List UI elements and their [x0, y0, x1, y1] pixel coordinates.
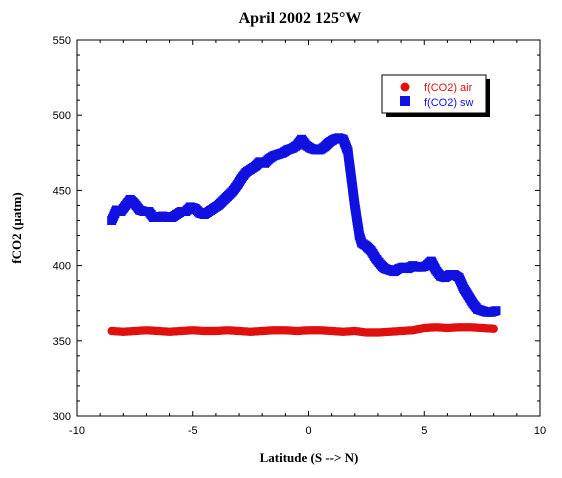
y-tick-label: 550 — [53, 35, 71, 47]
legend-air-marker — [400, 82, 410, 92]
y-tick-label: 500 — [53, 110, 71, 122]
legend-air-label: f(CO2) air — [424, 82, 473, 94]
x-tick-label: 0 — [305, 425, 311, 437]
legend: f(CO2) air f(CO2) sw — [381, 74, 490, 117]
legend-sw-label: f(CO2) sw — [424, 97, 474, 109]
y-tick-label: 300 — [53, 411, 71, 423]
y-tick-label: 400 — [53, 261, 71, 273]
x-tick-label: -5 — [188, 425, 198, 437]
x-tick-label: -10 — [69, 425, 85, 437]
series-layer — [107, 133, 501, 337]
chart-title: April 2002 125°W — [239, 10, 362, 27]
series-air — [107, 323, 498, 337]
x-tick-label: 5 — [421, 425, 427, 437]
x-tick-label: 10 — [534, 425, 546, 437]
legend-box — [381, 74, 487, 114]
x-axis-ticks: -10 -5 0 5 10 — [69, 40, 546, 437]
y-tick-label: 450 — [53, 185, 71, 197]
series-sw — [107, 133, 501, 317]
x-axis-label: Latitude (S --> N) — [260, 450, 359, 465]
data-point-air — [489, 324, 498, 333]
data-point-sw — [491, 306, 501, 316]
y-tick-label: 350 — [53, 336, 71, 348]
y-axis-label: fCO2 (µatm) — [9, 192, 24, 263]
legend-sw-marker — [400, 96, 410, 106]
y-axis-ticks: 300 350 400 450 500 550 — [53, 35, 540, 423]
